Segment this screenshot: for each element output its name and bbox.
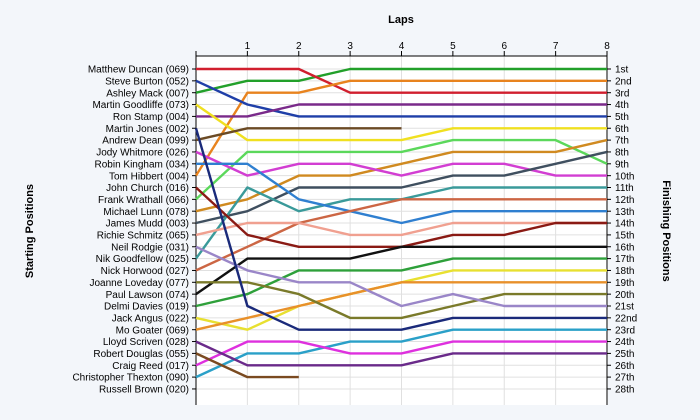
x-tick-labels: 1 2 3 4 5 6 7 8	[245, 41, 611, 52]
finishing-position-label: 25th	[615, 349, 634, 360]
finishing-position-label: 4th	[615, 100, 629, 111]
chart-title: Laps	[388, 14, 414, 26]
starting-position-label: Paul Lawson (074)	[106, 290, 189, 301]
driver-series-line	[196, 281, 607, 320]
driver-series-line	[195, 221, 607, 237]
starting-position-label: Christopher Thexton (090)	[72, 373, 189, 384]
driver-series-line	[195, 150, 607, 177]
x-tick-label: 8	[604, 41, 610, 52]
finishing-position-label: 2nd	[615, 76, 632, 87]
x-tick-label: 1	[245, 41, 251, 52]
finishing-position-label: 21st	[615, 302, 634, 313]
driver-series-line	[194, 79, 607, 177]
starting-labels: Matthew Duncan (069)Steve Burton (052)As…	[72, 65, 189, 396]
starting-position-label: Martin Jones (002)	[106, 124, 189, 135]
driver-series-line	[195, 103, 607, 142]
starting-position-label: Martin Goodliffe (073)	[92, 100, 189, 111]
starting-position-label: Matthew Duncan (069)	[88, 65, 189, 76]
x-tick-label: 5	[450, 41, 456, 52]
driver-series-line	[195, 127, 402, 142]
starting-position-label: Frank Wrathall (066)	[98, 195, 189, 206]
driver-series-line	[195, 79, 607, 118]
starting-position-label: Andrew Dean (099)	[102, 136, 189, 147]
driver-series-line	[195, 245, 607, 308]
starting-position-label: Ashley Mack (007)	[106, 88, 189, 99]
x-tick-label: 3	[347, 41, 353, 52]
finishing-position-label: 27th	[615, 373, 634, 384]
left-axis-title: Starting Positions	[24, 184, 36, 278]
finishing-position-label: 23rd	[615, 325, 635, 336]
finishing-position-label: 15th	[615, 231, 634, 242]
starting-position-label: Tom Hibbert (004)	[109, 171, 189, 182]
starting-position-label: Delmi Davies (019)	[104, 302, 189, 313]
x-tick-label: 4	[399, 41, 405, 52]
starting-position-label: Jack Angus (022)	[112, 313, 189, 324]
starting-position-label: Nick Horwood (027)	[101, 266, 189, 277]
starting-position-label: Nik Goodfellow (025)	[96, 254, 189, 265]
driver-series-line	[196, 67, 607, 94]
driver-series-line	[195, 328, 607, 379]
finishing-labels: 1st2nd3rd4th5th6th7th8th9th10th11th12th1…	[615, 65, 637, 396]
driver-series-line	[195, 340, 607, 367]
driver-series-line	[196, 162, 607, 225]
driver-series-line	[195, 138, 608, 201]
right-axis-title: Finishing Positions	[660, 180, 672, 281]
driver-series-line	[195, 340, 607, 367]
finishing-position-label: 19th	[615, 278, 634, 289]
finishing-position-label: 14th	[615, 219, 634, 230]
finishing-position-label: 20th	[615, 290, 634, 301]
finishing-position-label: 22nd	[615, 313, 637, 324]
starting-position-label: Joanne Loveday (077)	[89, 278, 189, 289]
driver-series-line	[195, 138, 608, 213]
driver-series-line	[195, 67, 607, 94]
finishing-position-label: 8th	[615, 148, 629, 159]
finishing-position-label: 10th	[615, 171, 634, 182]
starting-position-label: Neil Rodgie (031)	[111, 242, 189, 253]
starting-position-label: Robert Douglas (055)	[93, 349, 189, 360]
starting-position-label: Jody Whitmore (026)	[96, 148, 189, 159]
x-tick-label: 7	[553, 41, 559, 52]
starting-position-label: Robin Kingham (034)	[95, 159, 190, 170]
finishing-position-label: 9th	[615, 159, 629, 170]
driver-series-line	[195, 352, 299, 379]
finishing-position-label: 5th	[615, 112, 629, 123]
finishing-position-label: 6th	[615, 124, 629, 135]
driver-series-line	[196, 103, 607, 118]
starting-position-label: Ron Stamp (004)	[113, 112, 189, 123]
finishing-position-label: 16th	[615, 242, 634, 253]
starting-position-label: Richie Schmitz (065)	[97, 231, 189, 242]
finishing-position-label: 28th	[615, 385, 634, 396]
driver-series-line	[194, 127, 607, 331]
driver-series-line	[195, 245, 607, 296]
finishing-position-label: 26th	[615, 361, 634, 372]
starting-position-label: John Church (016)	[106, 183, 189, 194]
starting-position-label: Mo Goater (069)	[116, 325, 189, 336]
driver-series-line	[195, 150, 608, 225]
finishing-position-label: 7th	[615, 136, 629, 147]
finishing-position-label: 13th	[615, 207, 634, 218]
finishing-position-label: 18th	[615, 266, 634, 277]
x-tick-label: 6	[501, 41, 507, 52]
starting-position-label: Michael Lunn (078)	[103, 207, 189, 218]
finishing-position-label: 11th	[615, 183, 634, 194]
starting-position-label: Steve Burton (052)	[105, 76, 189, 87]
starting-position-label: Russell Brown (020)	[99, 385, 189, 396]
axes	[192, 51, 611, 405]
starting-position-label: Craig Reed (017)	[112, 361, 189, 372]
finishing-position-label: 3rd	[615, 88, 629, 99]
series-layer	[194, 67, 608, 379]
finishing-position-label: 1st	[615, 65, 629, 76]
starting-position-label: Lloyd Scriven (028)	[103, 337, 189, 348]
starting-position-label: James Mudd (003)	[106, 219, 189, 230]
finishing-position-label: 17th	[615, 254, 634, 265]
finishing-position-label: 12th	[615, 195, 634, 206]
finishing-position-label: 24th	[615, 337, 634, 348]
x-tick-label: 2	[296, 41, 302, 52]
